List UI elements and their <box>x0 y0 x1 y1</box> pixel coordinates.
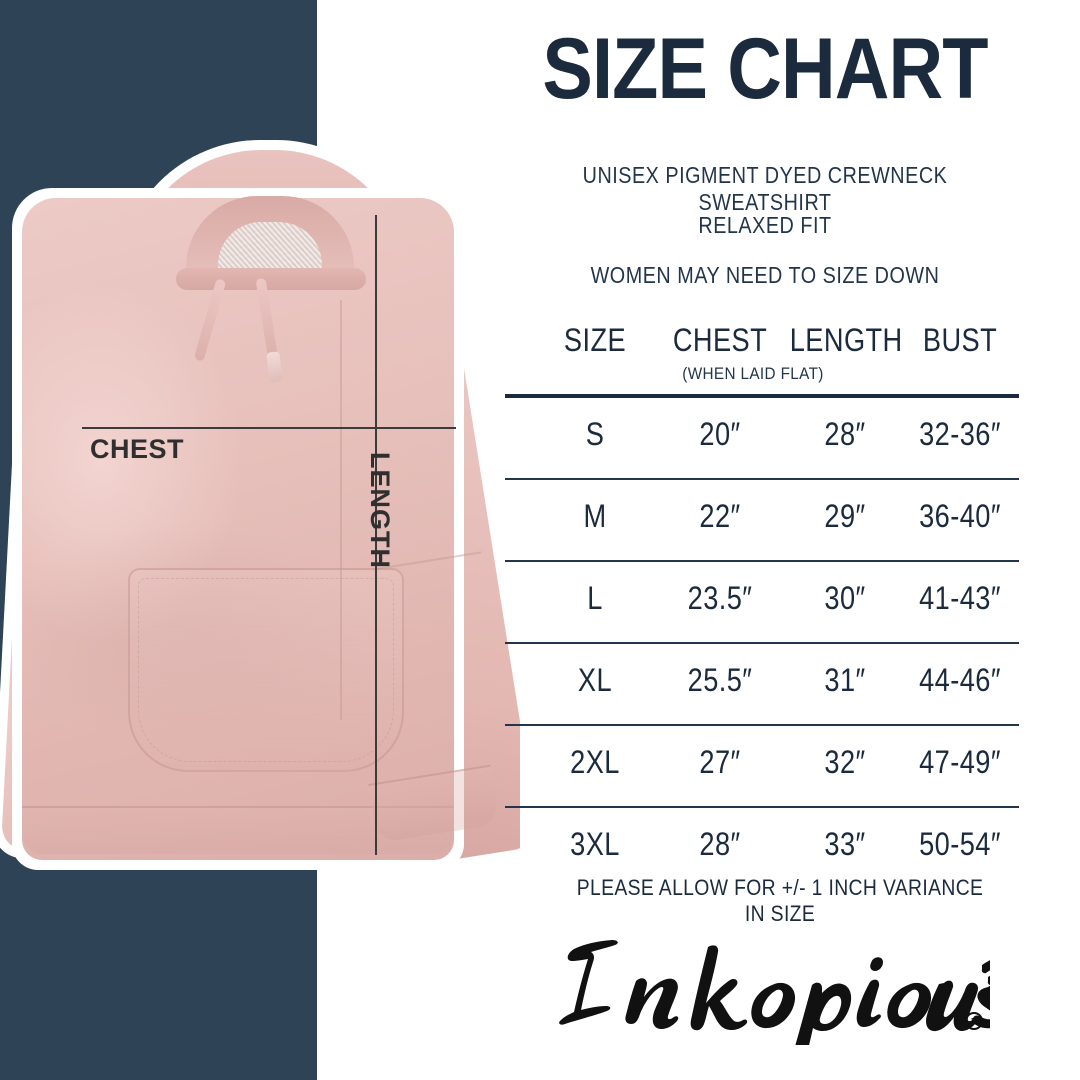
table-rule <box>505 642 1019 644</box>
hem-band <box>22 806 454 854</box>
cell-chest: 28″ <box>699 826 741 862</box>
cell-bust: 32-36″ <box>919 416 1001 452</box>
length-measure-line <box>375 215 377 855</box>
cell-size: XL <box>577 662 613 698</box>
column-header-size: SIZE <box>563 322 627 358</box>
table-rule <box>505 478 1019 480</box>
cell-size: 3XL <box>570 826 620 862</box>
neckband <box>176 268 366 290</box>
length-measure-label: LENGTH <box>365 452 395 569</box>
cell-chest: 20″ <box>699 416 741 452</box>
table-rule-top <box>505 394 1019 398</box>
subtitle-sizing-advice: WOMEN MAY NEED TO SIZE DOWN <box>590 262 940 288</box>
table-row: S 20″ 28″ 32-36″ <box>505 398 1019 478</box>
table-row: 3XL 28″ 33″ 50-54″ <box>505 808 1019 888</box>
kangaroo-pocket <box>128 568 404 772</box>
subtitle-fit: RELAXED FIT <box>698 212 832 238</box>
column-header-note: (WHEN LAID FLAT) <box>682 364 824 383</box>
cell-chest: 27″ <box>699 744 741 780</box>
column-header-bust: BUST <box>922 322 998 358</box>
cell-bust: 47-49″ <box>919 744 1001 780</box>
cell-bust: 50-54″ <box>919 826 1001 862</box>
cell-size: M <box>583 498 607 534</box>
cell-size: S <box>585 416 605 452</box>
cell-length: 31″ <box>824 662 866 698</box>
table-row: XL 25.5″ 31″ 44-46″ <box>505 644 1019 724</box>
table-header-row: SIZE CHEST LENGTH BUST (WHEN LAID FLAT) <box>505 322 1019 394</box>
table-rule <box>505 724 1019 726</box>
subtitle-product: UNISEX PIGMENT DYED CREWNECK SWEATSHIRT <box>582 162 948 215</box>
cell-length: 28″ <box>824 416 866 452</box>
size-table: SIZE CHEST LENGTH BUST (WHEN LAID FLAT) … <box>505 322 1019 888</box>
column-header-length: LENGTH <box>789 322 903 358</box>
brand-logo: R <box>540 925 1011 1061</box>
page-title: SIZE CHART <box>542 21 988 117</box>
table-rule <box>505 560 1019 562</box>
cell-bust: 44-46″ <box>919 662 1001 698</box>
registered-trademark-mark: R <box>965 1012 983 1030</box>
chart-content: SIZE CHART UNISEX PIGMENT DYED CREWNECK … <box>505 0 1025 1080</box>
cell-length: 29″ <box>824 498 866 534</box>
cell-chest: 23.5″ <box>687 580 753 616</box>
variance-note: PLEASE ALLOW FOR +/- 1 INCH VARIANCE IN … <box>576 875 984 926</box>
table-row: 2XL 27″ 32″ 47-49″ <box>505 726 1019 806</box>
cell-bust: 41-43″ <box>919 580 1001 616</box>
table-row: L 23.5″ 30″ 41-43″ <box>505 562 1019 642</box>
svg-text:R: R <box>971 1017 978 1028</box>
cell-length: 30″ <box>824 580 866 616</box>
chest-measure-line <box>82 427 456 429</box>
cell-size: 2XL <box>570 744 620 780</box>
table-rule <box>505 806 1019 808</box>
product-photo: CHEST LENGTH <box>0 0 520 1080</box>
cell-bust: 36-40″ <box>919 498 1001 534</box>
cell-chest: 22″ <box>699 498 741 534</box>
shoulder-seam <box>340 300 342 720</box>
column-header-chest: CHEST <box>672 322 768 358</box>
cell-chest: 25.5″ <box>687 662 753 698</box>
sweatshirt-illustration <box>0 0 520 1080</box>
cell-size: L <box>587 580 603 616</box>
cell-length: 33″ <box>824 826 866 862</box>
chest-measure-label: CHEST <box>90 434 185 464</box>
table-row: M 22″ 29″ 36-40″ <box>505 480 1019 560</box>
cell-length: 32″ <box>824 744 866 780</box>
